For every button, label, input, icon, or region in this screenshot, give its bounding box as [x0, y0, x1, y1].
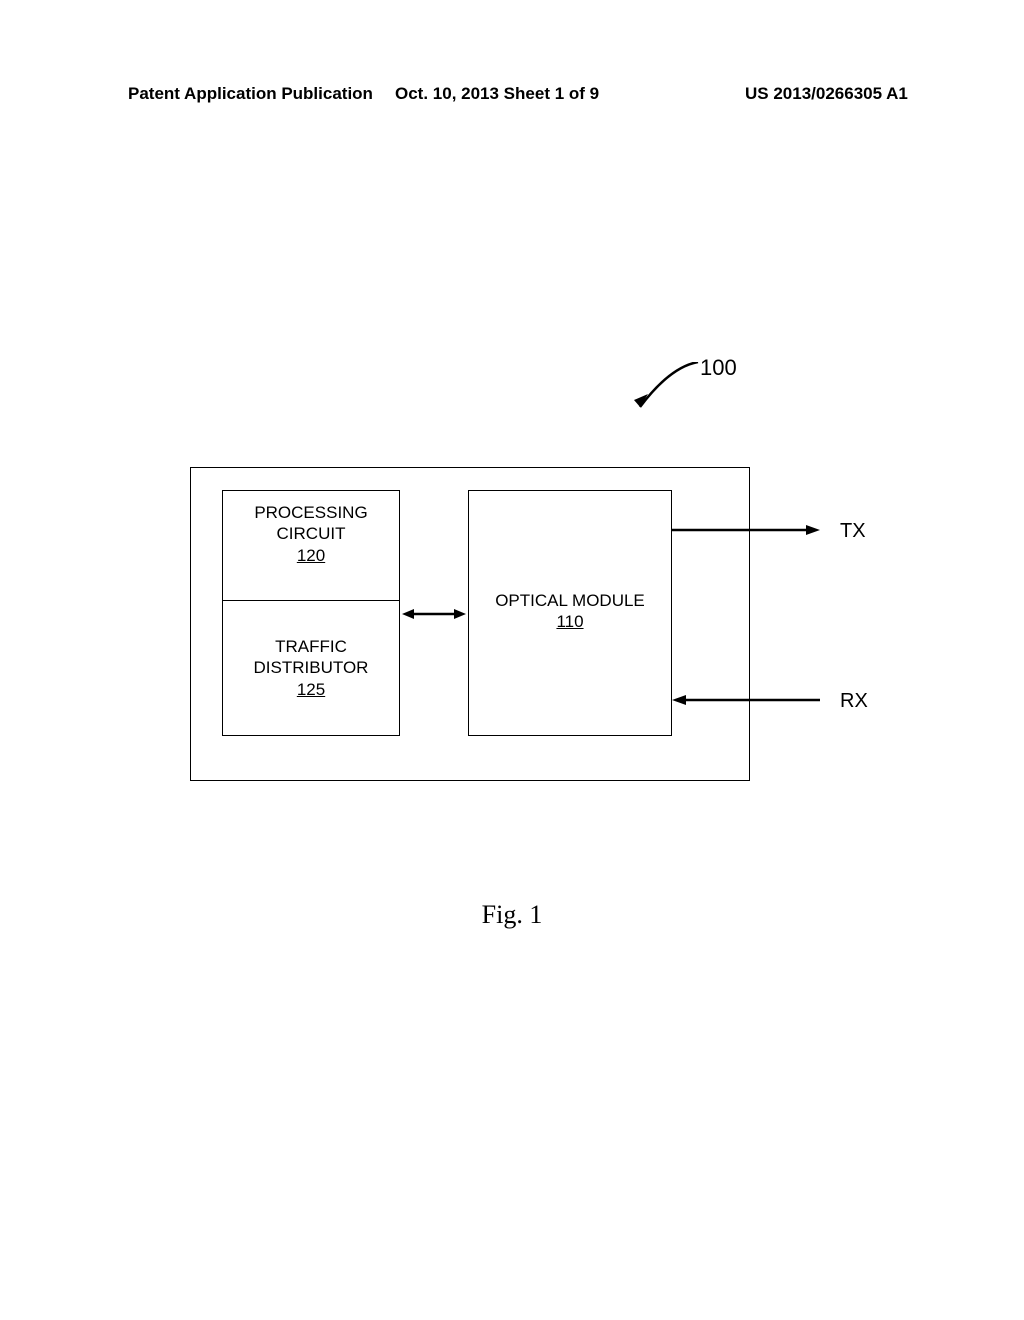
tx-arrow-icon — [672, 522, 820, 538]
processing-circuit-ref: 120 — [297, 546, 325, 565]
rx-arrow-icon — [672, 692, 820, 708]
ref-arrow-icon — [630, 362, 705, 412]
page: Patent Application Publication Oct. 10, … — [0, 0, 1024, 1320]
ref-number-100: 100 — [700, 355, 737, 381]
optical-module-ref: 110 — [556, 612, 583, 631]
header-patent-number: US 2013/0266305 A1 — [745, 84, 908, 104]
optical-module-label: OPTICAL MODULE 110 — [468, 590, 672, 633]
traffic-distributor-line1: TRAFFIC — [275, 637, 347, 656]
processing-circuit-line2: CIRCUIT — [277, 524, 346, 543]
traffic-distributor-label: TRAFFIC DISTRIBUTOR 125 — [222, 636, 400, 700]
traffic-distributor-ref: 125 — [297, 680, 325, 699]
tx-label: TX — [840, 520, 866, 543]
processing-circuit-label: PROCESSING CIRCUIT 120 — [222, 502, 400, 566]
header-publication: Patent Application Publication — [128, 84, 373, 104]
traffic-distributor-line2: DISTRIBUTOR — [254, 658, 369, 677]
box-divider — [222, 600, 400, 601]
figure-label: Fig. 1 — [0, 900, 1024, 930]
processing-circuit-line1: PROCESSING — [254, 503, 367, 522]
header-date-sheet: Oct. 10, 2013 Sheet 1 of 9 — [395, 84, 599, 104]
bidirectional-arrow-icon — [402, 606, 466, 622]
rx-label: RX — [840, 690, 868, 713]
optical-module-text: OPTICAL MODULE — [495, 591, 645, 610]
